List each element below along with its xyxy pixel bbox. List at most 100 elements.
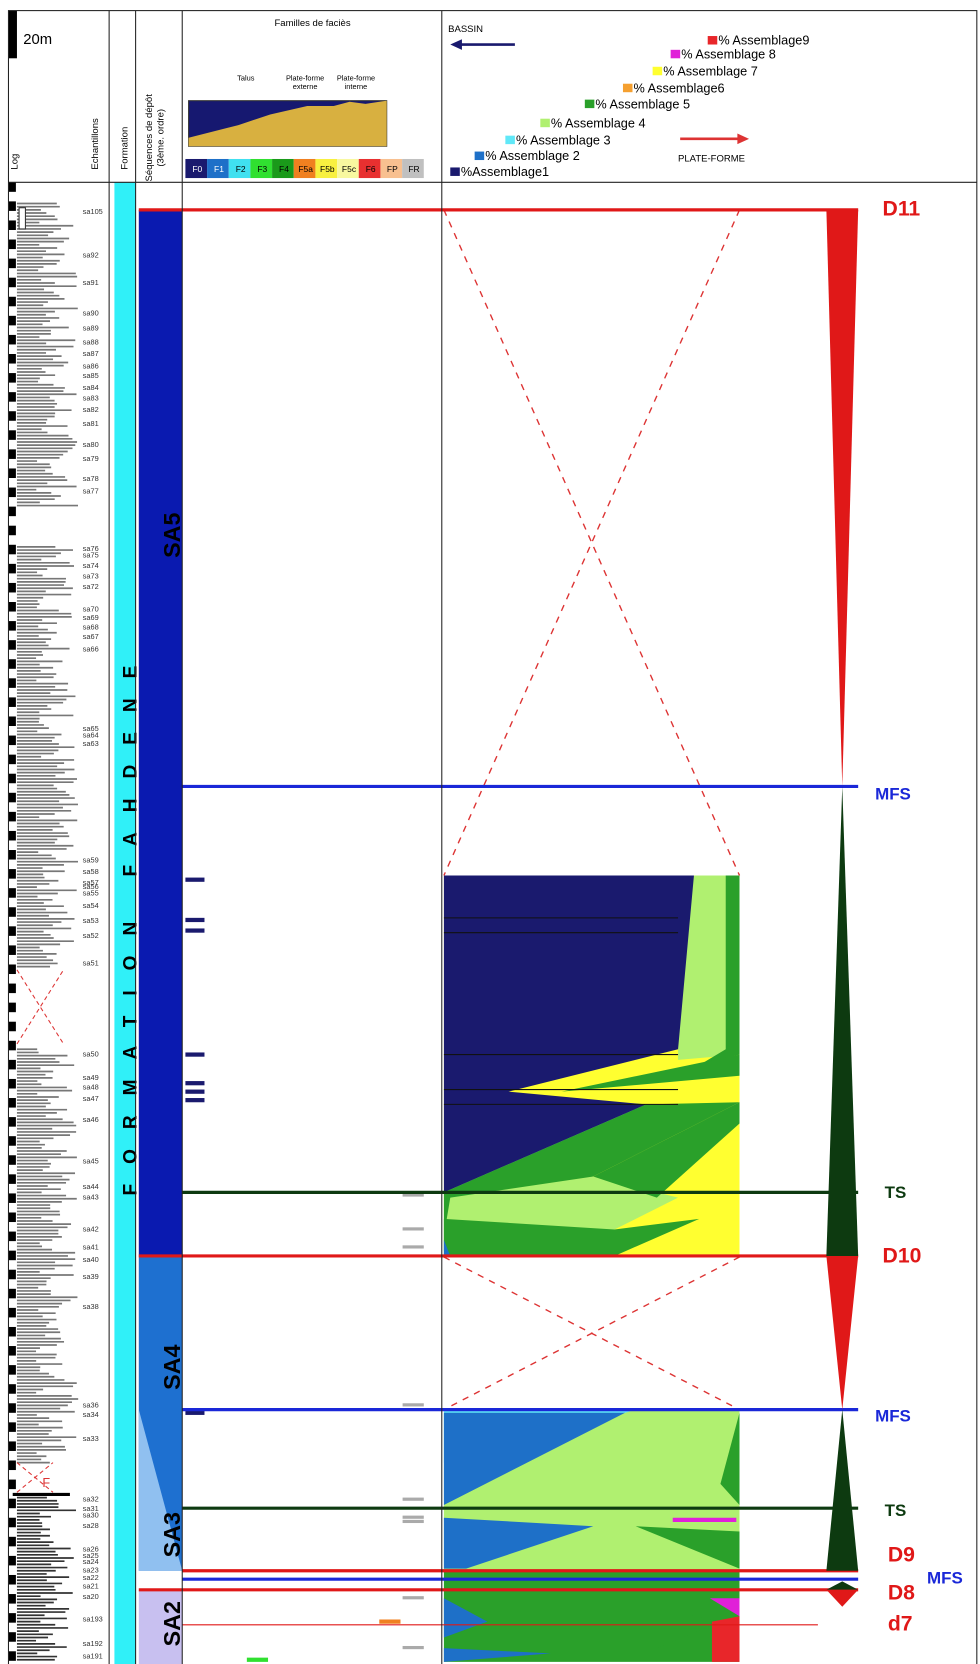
- sample-label: sa88: [83, 337, 99, 346]
- facies-code: F3: [257, 164, 267, 174]
- facies-code: F5c: [342, 164, 357, 174]
- column-title: (3ème. ordre): [156, 109, 167, 167]
- scale-strip: [8, 1174, 16, 1184]
- scale-strip: [8, 1136, 16, 1146]
- assemblage-area: [443, 875, 694, 1193]
- scale-strip: [8, 1021, 16, 1032]
- sample-label: sa72: [83, 582, 99, 591]
- assemblage-area: [593, 1102, 740, 1198]
- legend-label: % Assemblage9: [718, 33, 809, 48]
- sample-label: sa57: [83, 878, 99, 887]
- sample-label: sa31: [83, 1504, 99, 1513]
- surface-label: D9: [888, 1543, 915, 1566]
- scale-strip: [8, 773, 16, 784]
- scale-strip: [8, 1555, 16, 1566]
- sample-label: sa30: [83, 1511, 99, 1520]
- legend-label: % Assemblage 5: [595, 96, 690, 111]
- facies-mark: [402, 1645, 424, 1650]
- facies-mark: [185, 1081, 205, 1086]
- facies-mark: [402, 1497, 424, 1501]
- scale-strip: [8, 1498, 16, 1509]
- facies-code-swatch: [358, 158, 381, 179]
- scale-strip: [8, 850, 16, 860]
- surface-label: D11: [883, 197, 921, 220]
- sample-label: sa64: [83, 731, 99, 740]
- sample-label: sa77: [83, 487, 99, 496]
- scale-strip: [8, 1441, 16, 1451]
- facies-code: F2: [236, 164, 246, 174]
- sample-label: sa69: [83, 613, 99, 622]
- facies-code: F1: [214, 164, 224, 174]
- sequence-band: [138, 1409, 183, 1571]
- transgression-triangle: [826, 1255, 859, 1410]
- facies-code: F0: [192, 164, 202, 174]
- facies-code-swatch: [337, 158, 359, 179]
- scale-strip: [8, 1098, 16, 1108]
- legend-label: %Assemblage1: [461, 164, 549, 179]
- scale-strip: [8, 1365, 16, 1375]
- scale-strip: [8, 907, 16, 917]
- scale-strip: [8, 1594, 16, 1604]
- facies-code: F5b: [320, 164, 335, 174]
- scale-strip: [8, 1536, 16, 1547]
- legend-swatch: [707, 36, 718, 45]
- scale-strip: [8, 1212, 16, 1223]
- scale-strip: [8, 659, 16, 669]
- regression-triangle: [826, 1409, 859, 1571]
- sample-label: sa43: [83, 1193, 99, 1202]
- column-title: Echantillons: [90, 118, 101, 170]
- facies-code: F4: [279, 164, 289, 174]
- sample-label: sa52: [83, 931, 99, 940]
- formation-band: [114, 182, 136, 1664]
- scale-strip: [8, 296, 16, 307]
- scale-strip: [8, 888, 16, 898]
- sample-label: sa48: [83, 1082, 99, 1091]
- scale-strip: [8, 468, 16, 479]
- scale-strip: [8, 430, 16, 440]
- scale-strip: [8, 1613, 16, 1623]
- sample-label: sa192: [83, 1639, 103, 1648]
- scale-strip: [8, 735, 16, 746]
- surface-label: D10: [883, 1245, 922, 1268]
- scale-strip: [8, 1288, 16, 1299]
- scale-strip: [8, 1384, 16, 1394]
- scale-strip: [8, 182, 16, 192]
- scale-strip: [8, 1078, 16, 1089]
- sample-label: sa56: [83, 882, 99, 891]
- sample-label: sa76: [83, 544, 99, 553]
- sample-label: sa85: [83, 371, 99, 380]
- sample-label: sa49: [83, 1073, 99, 1082]
- sample-label: sa59: [83, 856, 99, 865]
- sample-label: sa83: [83, 393, 99, 402]
- surface-label: D8: [888, 1582, 915, 1605]
- legend-swatch: [450, 167, 460, 176]
- facies-code-swatch: [402, 158, 424, 179]
- platform-arrowhead: [737, 133, 750, 145]
- surface-label: TS: [885, 1183, 907, 1202]
- transgression-triangle: [826, 1589, 859, 1607]
- sample-label: sa28: [83, 1521, 99, 1530]
- top-block: [18, 207, 26, 230]
- assemblage-area: [443, 1517, 594, 1569]
- correlation-line: [443, 1256, 740, 1411]
- sample-label: sa74: [83, 561, 99, 570]
- sample-label: sa44: [83, 1182, 99, 1191]
- sample-label: sa78: [83, 474, 99, 483]
- facies-mark: [402, 1519, 424, 1524]
- scale-strip: [8, 201, 16, 211]
- scale-strip: [8, 1422, 16, 1432]
- scale-strip: [8, 830, 16, 841]
- legend-label: % Assemblage 2: [485, 148, 580, 163]
- legend-label: % Assemblage6: [634, 80, 725, 95]
- scale-label: 20m: [23, 32, 52, 48]
- facies-title: Familles de faciès: [274, 18, 350, 29]
- sample-label: sa45: [83, 1157, 99, 1166]
- sample-label: sa21: [83, 1582, 99, 1591]
- scale-strip: [8, 392, 16, 402]
- facies-mark: [402, 1245, 424, 1249]
- scale-strip: [8, 945, 16, 955]
- sample-label: sa20: [83, 1592, 99, 1601]
- sample-label: sa84: [83, 383, 99, 392]
